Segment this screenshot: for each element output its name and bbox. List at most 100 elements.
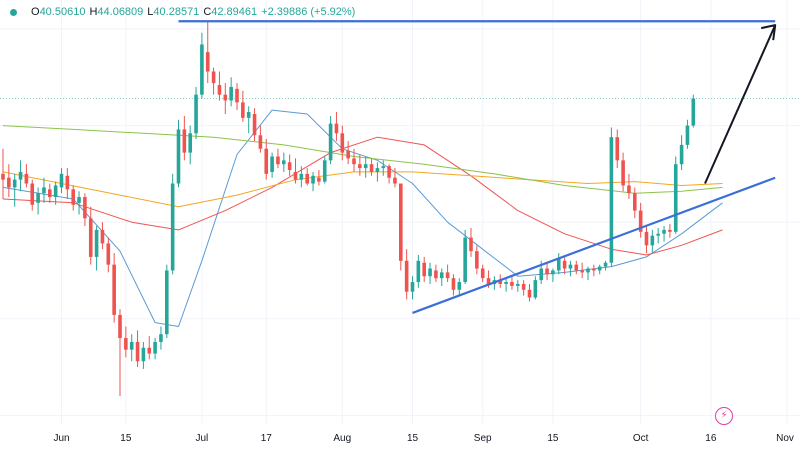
candle-body bbox=[217, 85, 222, 95]
candle-body bbox=[258, 135, 263, 149]
candle-body bbox=[504, 282, 508, 284]
candle bbox=[352, 148, 356, 172]
candle bbox=[159, 326, 163, 350]
candle bbox=[673, 156, 678, 234]
candle bbox=[457, 278, 462, 296]
candle-body bbox=[170, 183, 175, 271]
candle bbox=[170, 173, 175, 275]
candle bbox=[381, 160, 386, 176]
candle-body bbox=[510, 282, 514, 286]
candle-body bbox=[463, 237, 467, 283]
candle bbox=[358, 154, 362, 176]
x-tick-label: 17 bbox=[261, 433, 273, 444]
candle bbox=[516, 280, 520, 292]
candle bbox=[463, 229, 467, 284]
candle bbox=[334, 112, 339, 142]
candle bbox=[451, 274, 456, 296]
candle bbox=[7, 164, 11, 198]
candle bbox=[445, 264, 450, 283]
candle-body bbox=[574, 264, 579, 271]
lightning-icon[interactable]: ⚡ bbox=[715, 407, 733, 425]
projection-arrowhead bbox=[760, 24, 777, 41]
close-value: 42.89461 bbox=[211, 6, 258, 18]
candle-body bbox=[246, 112, 251, 118]
candle-body bbox=[551, 270, 555, 275]
candle-body bbox=[147, 347, 152, 354]
candle-body bbox=[83, 197, 87, 219]
candle-body bbox=[533, 280, 538, 298]
candle-body bbox=[516, 283, 520, 286]
candle bbox=[112, 253, 116, 323]
candle-body bbox=[106, 243, 111, 265]
x-tick-label: Jul bbox=[196, 433, 209, 444]
candle-body bbox=[556, 258, 561, 271]
candle-body bbox=[527, 289, 532, 298]
candle-body bbox=[276, 156, 280, 165]
candle bbox=[100, 222, 105, 250]
change-value: +2.39886 (+5.92%) bbox=[261, 6, 356, 18]
candle-body bbox=[399, 183, 403, 261]
candle-body bbox=[363, 164, 368, 169]
candle bbox=[147, 336, 152, 360]
candle bbox=[176, 119, 181, 188]
candle-body bbox=[580, 270, 584, 273]
candle bbox=[305, 168, 309, 186]
candle-body bbox=[188, 133, 192, 153]
status-dot-icon bbox=[10, 8, 17, 16]
candle bbox=[545, 262, 549, 281]
candle bbox=[124, 326, 128, 358]
open-label: O bbox=[31, 6, 40, 18]
candle-body bbox=[521, 283, 526, 290]
candle bbox=[317, 170, 321, 186]
candle-body bbox=[498, 280, 503, 284]
candle bbox=[53, 181, 58, 205]
candle-body bbox=[586, 268, 590, 273]
candle-body bbox=[59, 173, 64, 188]
low-value: 40.28571 bbox=[153, 6, 200, 18]
close-label: C bbox=[203, 6, 212, 18]
candle bbox=[387, 164, 391, 184]
candle-body bbox=[305, 173, 309, 184]
candle-body bbox=[434, 270, 438, 279]
candle-body bbox=[621, 160, 625, 186]
support-line[interactable] bbox=[412, 176, 776, 314]
high-label: H bbox=[89, 6, 98, 18]
candle bbox=[328, 115, 333, 165]
candle-body bbox=[679, 144, 684, 165]
candle-body bbox=[200, 44, 204, 95]
candle-body bbox=[451, 278, 456, 290]
candle bbox=[428, 262, 432, 284]
candle-body bbox=[71, 189, 75, 205]
candles-layer bbox=[1, 21, 696, 397]
candle-body bbox=[352, 158, 356, 165]
candle-body bbox=[662, 229, 666, 234]
candle bbox=[83, 193, 87, 227]
x-tick-label: 16 bbox=[705, 433, 717, 444]
x-axis: Jun 15 Jul 17 Aug 15 Sep 15 Oct 16 Nov bbox=[53, 433, 793, 444]
x-tick-label: Aug bbox=[333, 433, 351, 444]
candle-body bbox=[393, 177, 397, 184]
candle bbox=[469, 227, 473, 257]
candle bbox=[135, 330, 140, 368]
candle bbox=[194, 86, 198, 140]
candle bbox=[574, 260, 579, 275]
candle-body bbox=[469, 237, 473, 252]
candle-body bbox=[18, 171, 23, 180]
moving-average-line-2 bbox=[2, 136, 723, 256]
candle-body bbox=[141, 347, 146, 362]
candle-body bbox=[159, 334, 163, 342]
candle bbox=[621, 152, 625, 192]
candle bbox=[346, 141, 350, 165]
candle bbox=[18, 160, 23, 192]
candle bbox=[235, 83, 239, 111]
candle-body bbox=[375, 168, 380, 172]
candle bbox=[627, 173, 631, 199]
candle bbox=[205, 21, 210, 84]
projection-line[interactable] bbox=[704, 24, 777, 184]
candle-body bbox=[176, 129, 181, 184]
candle bbox=[311, 171, 315, 192]
candle bbox=[363, 156, 368, 178]
candle bbox=[276, 148, 280, 169]
x-tick-label: Sep bbox=[474, 433, 492, 444]
